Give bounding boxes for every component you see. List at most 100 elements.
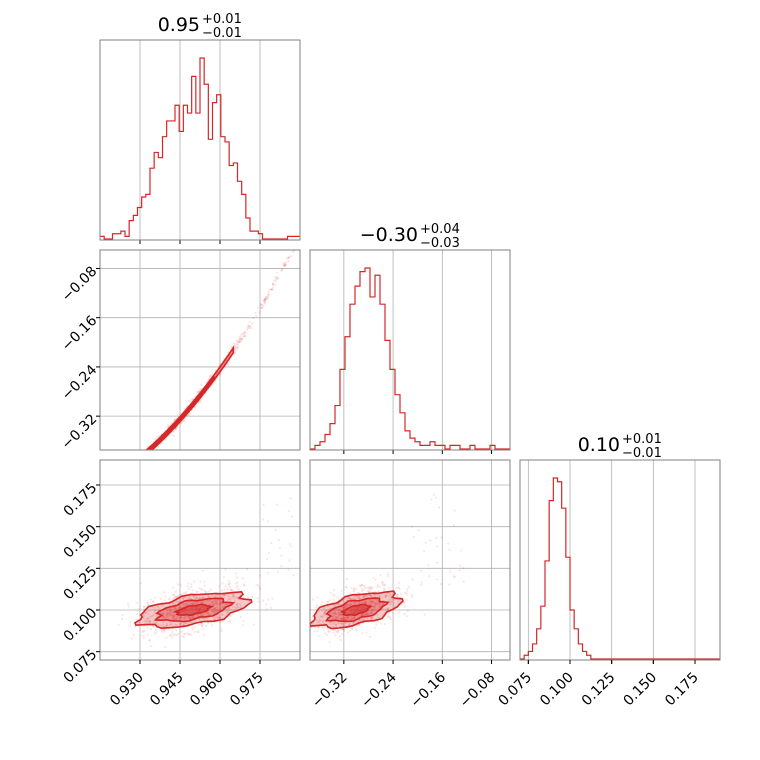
histogram-panel-p2: [519, 459, 721, 664]
scatter-point: [214, 595, 217, 598]
scatter-point: [371, 608, 374, 611]
scatter-point: [207, 378, 210, 381]
scatter-point: [339, 609, 342, 612]
scatter-point: [165, 613, 168, 616]
scatter-point: [440, 536, 443, 539]
scatter-point: [316, 621, 319, 624]
scatter-point: [381, 613, 384, 616]
scatter-point: [341, 617, 344, 621]
scatter-point: [236, 342, 239, 345]
scatter-point: [183, 621, 186, 625]
scatter-point: [167, 424, 170, 427]
scatter-point: [173, 593, 176, 596]
scatter-point: [350, 616, 353, 619]
scatter-point: [174, 623, 177, 626]
scatter-point: [349, 629, 352, 632]
tick-labels: 0.930 0.945 0.960 0.975 −0.32 −0.24 −0.16 −0.08…: [59, 264, 702, 712]
scatter-point: [292, 251, 295, 254]
scatter-point: [373, 606, 376, 609]
scatter-point: [387, 598, 391, 601]
y-tick-label-p1: −0.08: [59, 264, 101, 306]
scatter-point: [179, 584, 182, 587]
scatter-point: [240, 333, 243, 336]
histogram-line: [310, 267, 510, 450]
scatter-point: [294, 246, 296, 248]
scatter-point: [221, 582, 224, 585]
scatter-point: [163, 591, 166, 594]
histogram-line: [100, 57, 300, 240]
scatter-point: [314, 606, 318, 609]
scatter-point: [186, 615, 189, 618]
scatter-point: [242, 583, 245, 586]
scatter-point: [342, 616, 345, 620]
scatter-point: [176, 615, 179, 619]
scatter-point: [411, 525, 414, 528]
scatter-point: [130, 637, 133, 640]
scatter-point: [377, 602, 380, 605]
scatter-point: [369, 603, 373, 606]
scatter-point: [143, 614, 146, 617]
scatter-point: [323, 611, 326, 614]
scatter-point: [243, 584, 246, 587]
scatter-point: [168, 613, 171, 616]
scatter-point: [334, 612, 337, 615]
scatter-point: [328, 605, 331, 608]
scatter-point: [332, 612, 335, 616]
density-contour-level-3: [173, 603, 214, 617]
scatter-point: [190, 633, 193, 636]
scatter-point: [136, 601, 139, 604]
scatter-point: [104, 478, 106, 480]
scatter-point: [165, 611, 169, 614]
scatter-point: [398, 588, 401, 591]
scatter-point: [347, 604, 350, 607]
scatter-point: [337, 613, 340, 616]
scatter-point: [373, 606, 376, 609]
scatter-point: [321, 626, 325, 629]
scatter-point: [317, 610, 320, 613]
scatter-point: [448, 583, 451, 586]
scatter-point: [411, 578, 414, 581]
title-p1-minus: −0.03: [420, 236, 460, 251]
scatter-point: [220, 589, 223, 592]
scatter-point: [389, 618, 392, 621]
scatter-point: [342, 616, 346, 620]
scatter-point: [284, 263, 287, 266]
scatter-point: [216, 609, 219, 612]
scatter-point: [271, 288, 274, 291]
scatter-point: [144, 452, 146, 454]
scatter-point: [185, 622, 188, 625]
scatter-point: [230, 588, 233, 591]
scatter-point: [226, 587, 229, 590]
scatter-point: [277, 538, 280, 542]
scatter-point: [144, 452, 146, 454]
scatter-point: [334, 609, 337, 613]
scatter-point: [334, 615, 337, 618]
scatter-point: [251, 322, 254, 325]
panels: 0.930 0.945 0.960 0.975 −0.32 −0.24 −0.16 −0.08…: [59, 39, 721, 712]
scatter-point: [340, 632, 344, 636]
scatter-point: [191, 603, 195, 606]
scatter-point: [395, 586, 398, 589]
scatter-point: [173, 418, 176, 422]
scatter-point: [165, 636, 168, 639]
scatter-point: [318, 621, 321, 624]
scatter-point: [319, 615, 322, 618]
scatter-point: [194, 626, 197, 629]
scatter-point: [213, 617, 216, 620]
scatter-point: [112, 470, 114, 472]
scatter-point: [287, 568, 290, 571]
scatter-point: [247, 324, 250, 328]
scatter-point: [332, 629, 335, 632]
scatter-point: [185, 616, 188, 619]
x-tick-label-p2: 0.150: [620, 670, 660, 710]
scatter-point: [365, 594, 368, 597]
scatter-point: [283, 263, 286, 267]
scatter-point: [311, 598, 314, 601]
scatter-point: [355, 602, 358, 606]
scatter-point: [346, 604, 349, 607]
scatter-point: [147, 452, 149, 454]
scatter-point: [165, 622, 168, 625]
scatter-point: [306, 632, 308, 634]
scatter-point: [201, 625, 204, 628]
scatter-point: [323, 607, 326, 610]
